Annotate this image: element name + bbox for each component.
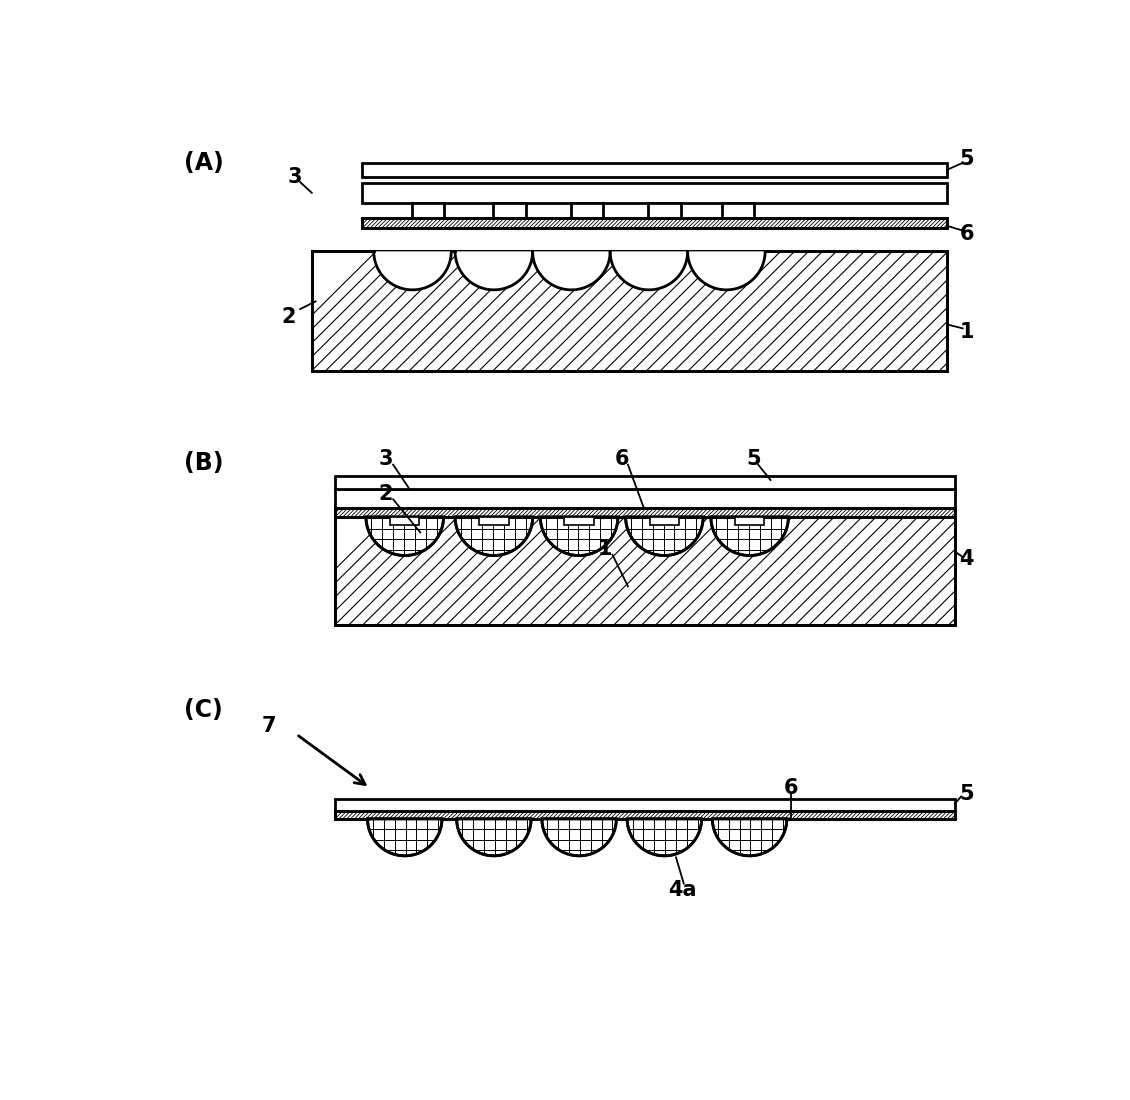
Polygon shape xyxy=(626,517,703,556)
Bar xyxy=(334,517,955,625)
Text: 4: 4 xyxy=(959,549,974,570)
Polygon shape xyxy=(540,517,618,556)
Bar xyxy=(334,488,955,508)
Bar xyxy=(479,517,509,525)
Bar xyxy=(362,218,947,229)
Bar xyxy=(493,202,525,220)
Polygon shape xyxy=(457,818,531,856)
Text: 5: 5 xyxy=(959,148,974,169)
Bar xyxy=(734,517,764,525)
Polygon shape xyxy=(455,517,532,556)
Bar xyxy=(390,517,419,525)
Bar xyxy=(362,163,947,177)
Text: 1: 1 xyxy=(959,322,974,342)
Polygon shape xyxy=(455,252,532,289)
Polygon shape xyxy=(374,252,451,289)
Polygon shape xyxy=(532,252,610,289)
Text: 3: 3 xyxy=(287,167,302,187)
Text: 6: 6 xyxy=(959,223,974,243)
Text: 2: 2 xyxy=(379,484,392,504)
Polygon shape xyxy=(367,818,442,856)
Bar xyxy=(722,202,755,220)
Bar xyxy=(334,811,955,818)
Bar xyxy=(334,799,955,811)
Bar xyxy=(362,218,947,229)
Bar xyxy=(312,251,947,371)
Text: 6: 6 xyxy=(783,778,798,798)
Bar xyxy=(564,517,594,525)
Bar xyxy=(334,517,955,625)
Text: 6: 6 xyxy=(615,449,629,470)
Text: 4a: 4a xyxy=(668,880,696,901)
Text: 7: 7 xyxy=(262,716,277,736)
Polygon shape xyxy=(542,818,616,856)
Text: (A): (A) xyxy=(184,151,224,175)
Bar xyxy=(334,811,955,818)
Polygon shape xyxy=(711,517,789,556)
Polygon shape xyxy=(610,252,688,289)
Text: (B): (B) xyxy=(184,451,224,475)
Bar xyxy=(334,508,955,517)
Polygon shape xyxy=(688,252,765,289)
Text: 5: 5 xyxy=(746,449,760,470)
Text: 1: 1 xyxy=(598,539,612,559)
Bar xyxy=(571,202,603,220)
Polygon shape xyxy=(712,818,786,856)
Bar xyxy=(650,517,679,525)
Bar xyxy=(334,508,955,517)
Text: (C): (C) xyxy=(184,697,223,722)
Bar xyxy=(362,183,947,202)
Text: 3: 3 xyxy=(379,449,392,470)
Bar xyxy=(649,202,680,220)
Polygon shape xyxy=(627,818,702,856)
Bar xyxy=(312,251,947,371)
Text: 2: 2 xyxy=(281,307,296,327)
Polygon shape xyxy=(366,517,443,556)
Bar xyxy=(411,202,444,220)
Text: 5: 5 xyxy=(959,784,974,804)
Bar xyxy=(334,476,955,488)
